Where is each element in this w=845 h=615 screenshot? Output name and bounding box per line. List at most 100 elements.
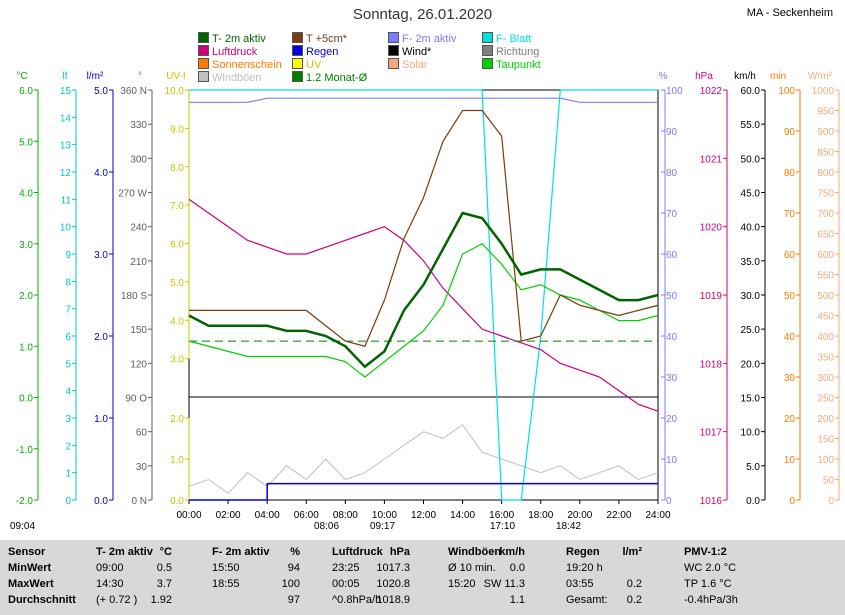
solar-axis-tick: 800	[817, 168, 834, 179]
legend-label: 1.2 Monat-Ø	[306, 72, 368, 84]
uv-axis-tick: 5.0	[170, 278, 184, 289]
time-tick: 22:00	[606, 510, 631, 521]
leaf-axis-tick: 13	[60, 141, 72, 152]
legend-swatch	[292, 32, 303, 43]
solar-axis-tick: 1000	[812, 86, 835, 97]
legend-item: Taupunkt	[482, 58, 541, 71]
legend-item: UV	[292, 58, 321, 71]
legend-label: UV	[306, 59, 322, 71]
legend-label: T +5cm*	[306, 33, 348, 45]
stats-table: Sensor T- 2m aktiv °C F- 2m aktiv% Luftdruck…	[0, 540, 845, 615]
time-tick: 02:00	[216, 510, 241, 521]
time-tick: 04:00	[255, 510, 280, 521]
leaf-axis-tick: 8	[65, 277, 71, 288]
press-axis-tick: 1021	[700, 154, 723, 165]
table-header-cell: F- 2m aktiv	[212, 546, 270, 558]
legend-label: Richtung	[496, 46, 540, 58]
direction-axis-tick: 330	[130, 120, 147, 131]
wind-axis-tick: 60.0	[741, 86, 761, 97]
uv-axis-tick: 9.0	[170, 124, 184, 135]
hum-tick: 50	[666, 291, 678, 302]
time-tick: 08:00	[333, 510, 358, 521]
table-cell: ^0.8hPa/h	[332, 594, 382, 606]
table-cell: 1018.9	[376, 594, 410, 606]
table-cell: 94	[287, 562, 300, 574]
sun-axis-tick: 0	[789, 496, 795, 507]
leaf-axis-tick: 1	[65, 469, 71, 480]
hum-tick: 70	[666, 209, 678, 220]
direction-axis-tick: 120	[130, 359, 147, 370]
uv-axis-tick: 4.0	[170, 316, 184, 327]
table-cell: 1017.3	[376, 562, 410, 574]
time-tick: 06:00	[294, 510, 319, 521]
table-cell: 23:25	[332, 562, 360, 574]
sun-axis-tick: 10	[784, 455, 796, 466]
solar-axis-tick: 900	[817, 127, 834, 138]
table-cell: 1.1	[509, 594, 525, 606]
table-cell: 09:00	[96, 562, 124, 574]
solar-axis-tick: 150	[817, 435, 834, 446]
temp-axis-tick: 6.0	[19, 86, 33, 97]
time-tick: 18:00	[528, 510, 553, 521]
leaf-axis-tick: 10	[60, 223, 72, 234]
uv-low-axis-tick: 1.0	[170, 455, 184, 466]
legend-item: Richtung	[482, 45, 539, 58]
axis-unit: °	[138, 71, 142, 82]
temp-axis-tick: 2.0	[19, 291, 33, 302]
leaf-axis-tick: 6	[65, 332, 71, 343]
legend-item: Luftdruck	[198, 45, 257, 58]
wind-axis-tick: 40.0	[741, 223, 761, 234]
event-label: 09:04	[10, 521, 35, 532]
press-axis-tick: 1017	[700, 428, 723, 439]
wind-axis-tick: 10.0	[741, 428, 761, 439]
leaf-axis-tick: 9	[65, 250, 71, 261]
solar-axis-tick: 600	[817, 250, 834, 261]
leaf-axis-tick: 15	[60, 86, 72, 97]
wind-axis-tick: 50.0	[741, 154, 761, 165]
hum-tick: 60	[666, 250, 678, 261]
hum-tick: 20	[666, 414, 678, 425]
direction-axis-tick: 60	[136, 428, 148, 439]
legend-swatch	[292, 45, 303, 56]
sun-axis-tick: 20	[784, 414, 796, 425]
legend-item: T +5cm*	[292, 32, 347, 45]
table-cell: Gesamt:	[566, 594, 608, 606]
axis-unit: %	[659, 71, 668, 82]
table-cell: 18:55	[212, 578, 240, 590]
direction-axis-tick: 30	[136, 462, 148, 473]
table-header-cell: Sensor	[8, 546, 46, 558]
table-header-cell: hPa	[389, 546, 410, 558]
table-header-cell: Luftdruck	[332, 546, 383, 558]
sun-axis-tick: 30	[784, 373, 796, 384]
legend-swatch	[198, 45, 209, 56]
plot-area	[188, 89, 659, 501]
press-axis-tick: 1020	[700, 223, 723, 234]
leaf-axis-tick: 0	[65, 496, 71, 507]
legend-label: Regen	[306, 46, 339, 58]
wind-axis-tick: 5.0	[746, 462, 760, 473]
uv-axis-tick: 7.0	[170, 201, 184, 212]
series-f-2m-aktiv	[189, 97, 658, 103]
table-cell: 15:20	[448, 578, 476, 590]
table-header-cell: l/m²	[622, 546, 642, 558]
legend-item: F- Blatt	[482, 32, 531, 45]
legend-swatch	[388, 32, 399, 43]
axis-unit: l/m²	[87, 71, 104, 82]
time-tick: 14:00	[450, 510, 475, 521]
time-tick: 16:00	[489, 510, 514, 521]
legend-item: Windböen	[198, 71, 262, 84]
legend-swatch	[388, 45, 399, 56]
legend-item: Wind*	[388, 45, 431, 58]
solar-axis-tick: 550	[817, 271, 834, 282]
temp-axis-tick: 4.0	[19, 189, 33, 200]
legend-swatch	[198, 71, 209, 82]
legend-label: F- 2m aktiv	[402, 33, 457, 45]
leaf-axis-tick: 7	[65, 305, 71, 316]
direction-axis-tick: 90 O	[125, 394, 147, 405]
event-label: 17:10	[490, 521, 515, 532]
press-axis-tick: 1019	[700, 291, 723, 302]
solar-axis-tick: 950	[817, 107, 834, 118]
direction-axis-tick: 240	[130, 223, 147, 234]
direction-axis-tick: 150	[130, 325, 147, 336]
legend-label: Taupunkt	[496, 59, 541, 71]
